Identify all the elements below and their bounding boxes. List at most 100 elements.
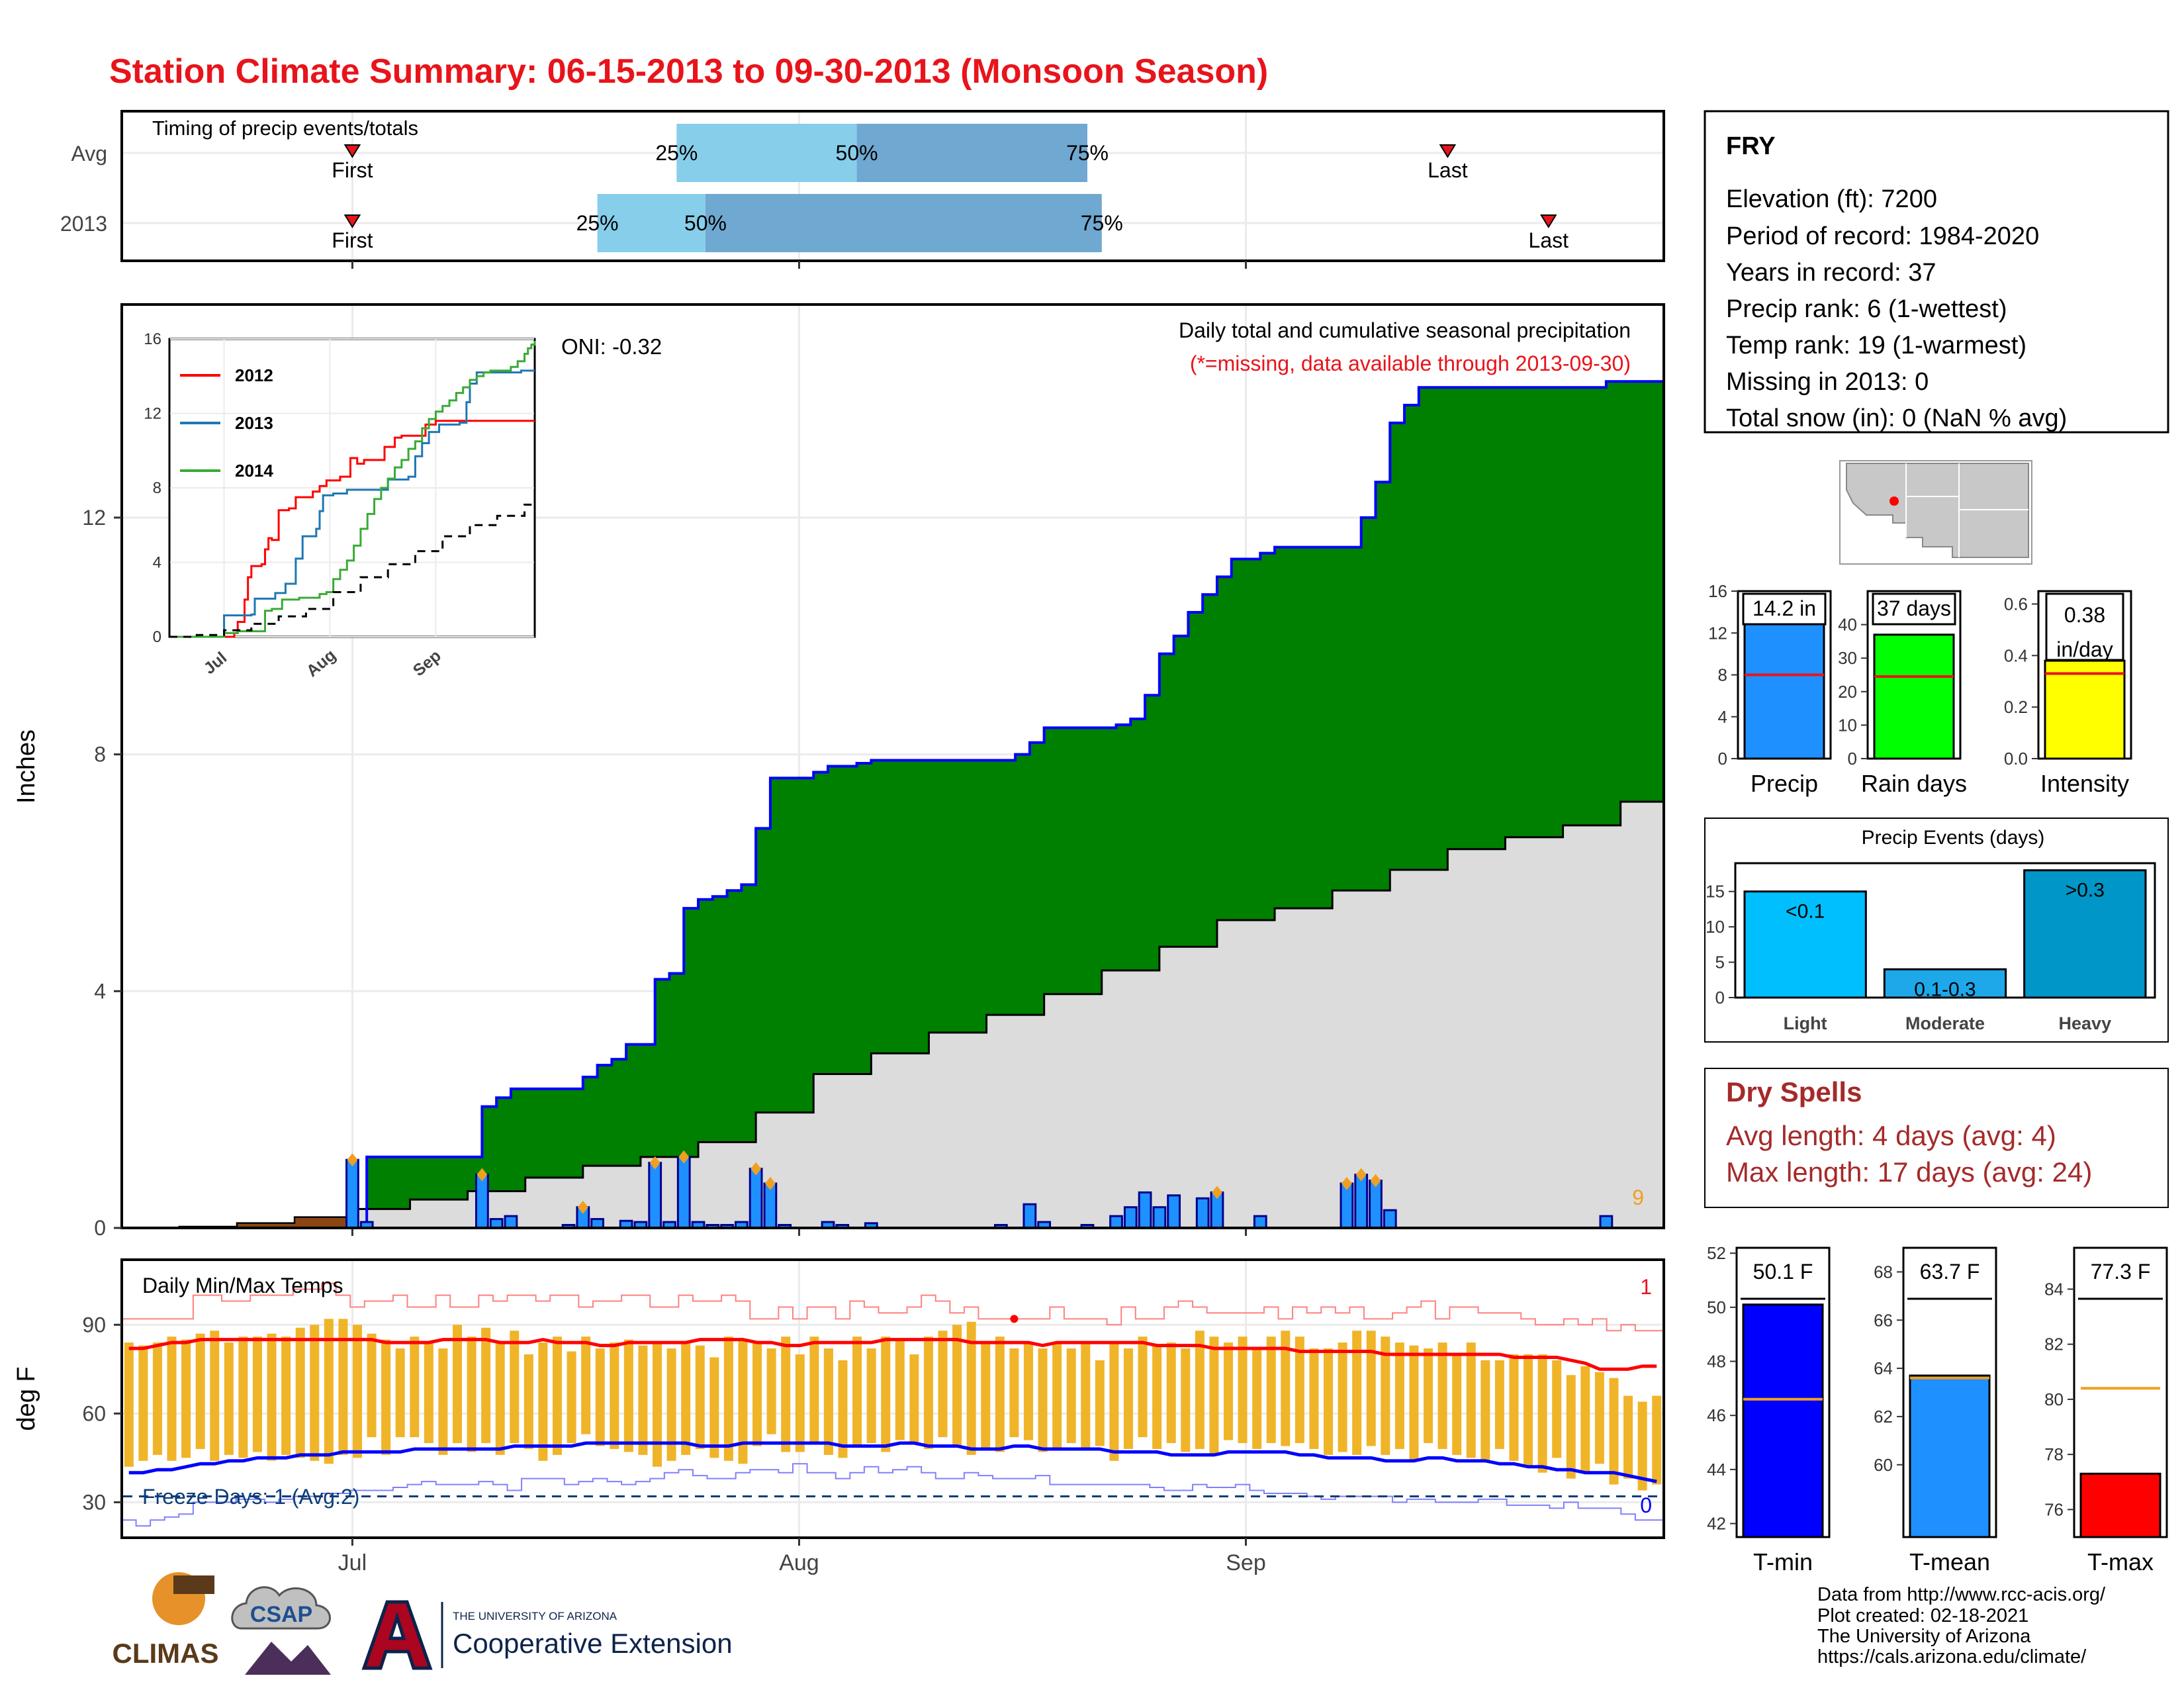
daily-temp-range-bar <box>723 1336 733 1461</box>
daily-bar-marker <box>649 1156 660 1170</box>
climas-logo: CLIMAS <box>113 1572 219 1669</box>
precip-category-label: Intensity <box>2040 770 2129 797</box>
precip-value-label: in/day <box>2056 637 2113 661</box>
temp-value-label: 50.1 F <box>1753 1260 1813 1284</box>
events-bar <box>1883 968 2007 999</box>
main-data <box>122 380 1665 1229</box>
daily-temp-range-bar <box>1594 1372 1604 1464</box>
x-axis-label-jul: Jul <box>338 1550 367 1575</box>
daily-temp-range-bar <box>1424 1348 1433 1444</box>
daily-temp-range-bar <box>1095 1360 1105 1446</box>
csap-wordmark: CSAP <box>250 1602 312 1627</box>
temp-ytick-label: 30 <box>82 1490 106 1514</box>
timing-q25-q50-bar <box>676 124 857 182</box>
timing-first-label: First <box>332 158 373 182</box>
precip-ytick-label: 40 <box>1838 615 1857 635</box>
temp-y-ticks: 30 60 90 <box>82 1313 122 1514</box>
ua-university-name: THE UNIVERSITY OF ARIZONA <box>453 1610 617 1622</box>
inset-legend-label: 2014 <box>235 461 273 481</box>
daily-temp-range-bar <box>1409 1345 1419 1461</box>
temp-value-label: 63.7 F <box>1920 1260 1980 1284</box>
timing-q50-q75-bar <box>856 124 1087 182</box>
main-subtitle: Daily total and cumulative seasonal prec… <box>1179 318 1631 342</box>
daily-temp-range-bar <box>866 1348 876 1444</box>
dry-spells-box: Dry Spells Avg length: 4 days (avg: 4) M… <box>1704 1068 2169 1208</box>
daily-temp-range-bar <box>909 1354 919 1444</box>
precip-value-label: 14.2 in <box>1752 596 1816 620</box>
events-ytick-label: 15 <box>1706 882 1725 902</box>
csap-cloud-icon <box>231 1586 331 1630</box>
precip-category-label: Precip <box>1751 770 1818 797</box>
daily-temp-range-bar <box>124 1342 134 1467</box>
main-ytick-label: 4 <box>94 979 106 1003</box>
dry-spells-frame <box>1704 1068 2169 1208</box>
main-ytick-label: 8 <box>94 743 106 767</box>
temp-ytick-label: 42 <box>1707 1514 1726 1534</box>
credit-url: https://cals.arizona.edu/climate/ <box>1817 1646 2087 1667</box>
daily-temp-range-bar <box>1138 1336 1148 1438</box>
daily-temp-range-bar <box>281 1336 291 1455</box>
precip-ytick-label: 30 <box>1838 648 1857 668</box>
inset-ytick-label: 0 <box>153 628 161 646</box>
daily-temp-range-bar <box>1252 1348 1262 1449</box>
daily-temp-range-bar <box>481 1327 491 1444</box>
daily-bar-marker <box>678 1150 690 1164</box>
daily-temp-range-bar <box>752 1342 762 1446</box>
precip-value-bar <box>1743 608 1825 760</box>
daily-temp-range-bar <box>324 1319 334 1464</box>
timing-first-label: First <box>332 228 373 252</box>
timing-first-marker <box>343 214 361 228</box>
daily-temp-range-bar <box>553 1336 563 1455</box>
record-high-count: 1 <box>1640 1275 1652 1299</box>
daily-temp-range-bar <box>1195 1331 1205 1449</box>
daily-temp-range-bar <box>1309 1348 1319 1449</box>
daily-temp-range-bar <box>1381 1336 1390 1455</box>
daily-precip-bar <box>676 1156 691 1229</box>
daily-temp-range-bar <box>952 1325 962 1446</box>
daily-temp-range-bar <box>152 1342 162 1455</box>
temp-ytick-label: 68 <box>1874 1262 1893 1282</box>
daily-temp-range-bar <box>467 1336 477 1452</box>
daily-temp-range-bar <box>1081 1342 1091 1449</box>
main-ylabel: Inches <box>13 729 40 804</box>
timing-panel: 25% 50% 75% First Last 25% 50% 75% First Last Tim… <box>60 110 1665 269</box>
daily-precip-bar <box>1253 1215 1267 1229</box>
daily-temp-range-bar <box>653 1342 662 1467</box>
station-missing: Missing in 2013: 0 <box>1726 368 1929 396</box>
daily-temp-range-bar <box>1352 1331 1362 1455</box>
temp-ytick-label: 90 <box>82 1313 106 1336</box>
daily-temp-range-bar <box>881 1336 891 1452</box>
daily-precip-bar <box>1383 1209 1397 1229</box>
daily-bar-marker <box>764 1176 776 1190</box>
cumulative-precip-panel: 0 4 8 12 Inches ONI: -0.32 Daily total and … <box>13 303 1665 1240</box>
csap-logo: CSAP <box>231 1586 331 1675</box>
daily-temp-range-bar <box>923 1336 933 1449</box>
credit-data-source: Data from http://www.rcc-acis.org/ <box>1817 1584 2106 1605</box>
record-high-line <box>122 1282 1664 1332</box>
daily-temp-range-bar <box>1452 1354 1462 1455</box>
timing-row-label-2013: 2013 <box>60 212 107 236</box>
credit-plot-date: Plot created: 02-18-2021 <box>1817 1605 2028 1626</box>
daily-bar-marker <box>1211 1186 1222 1199</box>
daily-temp-range-bar <box>424 1342 433 1444</box>
daily-precip-bar <box>1195 1197 1210 1229</box>
daily-temp-range-bar <box>1052 1342 1062 1449</box>
main-ytick-label: 0 <box>94 1216 106 1240</box>
daily-temp-range-bar <box>1552 1360 1562 1458</box>
daily-temp-range-bar <box>1123 1348 1133 1449</box>
precip-ytick-label: 12 <box>1708 623 1727 643</box>
record-low-count: 0 <box>1640 1493 1652 1517</box>
daily-temp-range-bar <box>567 1351 576 1444</box>
daily-temp-range-bar <box>181 1339 191 1458</box>
daily-temp-range-bar <box>1223 1342 1233 1440</box>
daily-temp-range-bar <box>1494 1360 1504 1449</box>
daily-temp-range-bar <box>852 1336 862 1446</box>
daily-precip-bar <box>1340 1182 1354 1229</box>
precip-value-label-box <box>1742 592 1827 626</box>
daily-temp-range-bar <box>938 1331 948 1438</box>
main-y-ticks: 0 4 8 12 <box>82 506 122 1240</box>
timing-p75-label: 75% <box>1066 141 1109 165</box>
events-bar <box>2023 869 2147 999</box>
station-temp-rank: Temp rank: 19 (1-warmest) <box>1726 332 2026 359</box>
